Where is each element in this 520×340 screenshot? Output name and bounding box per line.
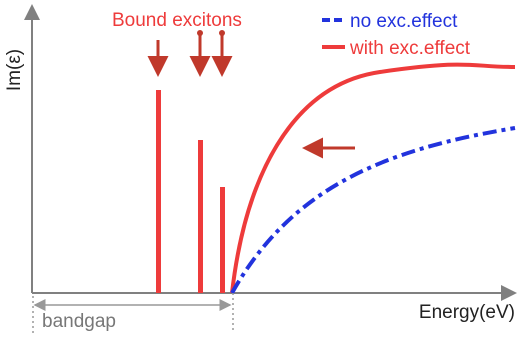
- exciton-peak: [156, 90, 161, 293]
- with-exc-curve: [230, 62, 516, 294]
- y-axis-label: Im(ε): [4, 49, 25, 91]
- no-exc-curve: [230, 126, 516, 294]
- x-axis-label: Energy(eV): [419, 302, 515, 323]
- exciton-peak: [220, 187, 225, 293]
- exciton-peak: [198, 140, 203, 293]
- legend-label: with exc.effect: [349, 38, 471, 59]
- bandgap-label: bandgap: [42, 311, 116, 332]
- title: Bound excitons: [112, 10, 242, 31]
- legend-label: no exc.effect: [350, 11, 458, 32]
